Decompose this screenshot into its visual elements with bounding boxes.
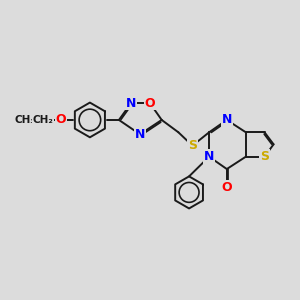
Text: N: N bbox=[222, 113, 232, 126]
Text: O: O bbox=[56, 113, 66, 126]
Text: N: N bbox=[204, 150, 214, 163]
Text: CH₃: CH₃ bbox=[14, 115, 35, 125]
Text: N: N bbox=[126, 97, 136, 110]
Text: O: O bbox=[145, 97, 155, 110]
Text: O: O bbox=[221, 181, 232, 194]
Text: S: S bbox=[260, 150, 269, 163]
Text: N: N bbox=[135, 128, 145, 141]
Text: S: S bbox=[188, 139, 197, 152]
Text: CH₂: CH₂ bbox=[33, 115, 54, 125]
